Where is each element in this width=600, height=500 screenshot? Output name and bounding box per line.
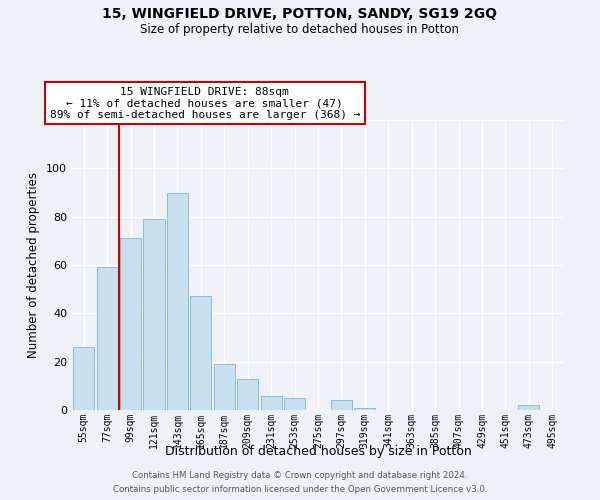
Bar: [355, 408, 376, 410]
Bar: [120, 238, 141, 410]
Bar: [331, 400, 352, 410]
Bar: [73, 347, 94, 410]
Text: Size of property relative to detached houses in Potton: Size of property relative to detached ho…: [140, 22, 460, 36]
Bar: [167, 192, 188, 410]
Bar: [260, 396, 281, 410]
Bar: [97, 268, 118, 410]
Bar: [190, 296, 211, 410]
Text: 15 WINGFIELD DRIVE: 88sqm
← 11% of detached houses are smaller (47)
89% of semi-: 15 WINGFIELD DRIVE: 88sqm ← 11% of detac…: [50, 87, 360, 120]
Bar: [214, 364, 235, 410]
Bar: [518, 405, 539, 410]
Bar: [143, 219, 164, 410]
Y-axis label: Number of detached properties: Number of detached properties: [28, 172, 40, 358]
Text: Distribution of detached houses by size in Potton: Distribution of detached houses by size …: [164, 444, 472, 458]
Bar: [284, 398, 305, 410]
Text: 15, WINGFIELD DRIVE, POTTON, SANDY, SG19 2GQ: 15, WINGFIELD DRIVE, POTTON, SANDY, SG19…: [103, 8, 497, 22]
Bar: [237, 378, 258, 410]
Text: Contains HM Land Registry data © Crown copyright and database right 2024.
Contai: Contains HM Land Registry data © Crown c…: [113, 472, 487, 494]
